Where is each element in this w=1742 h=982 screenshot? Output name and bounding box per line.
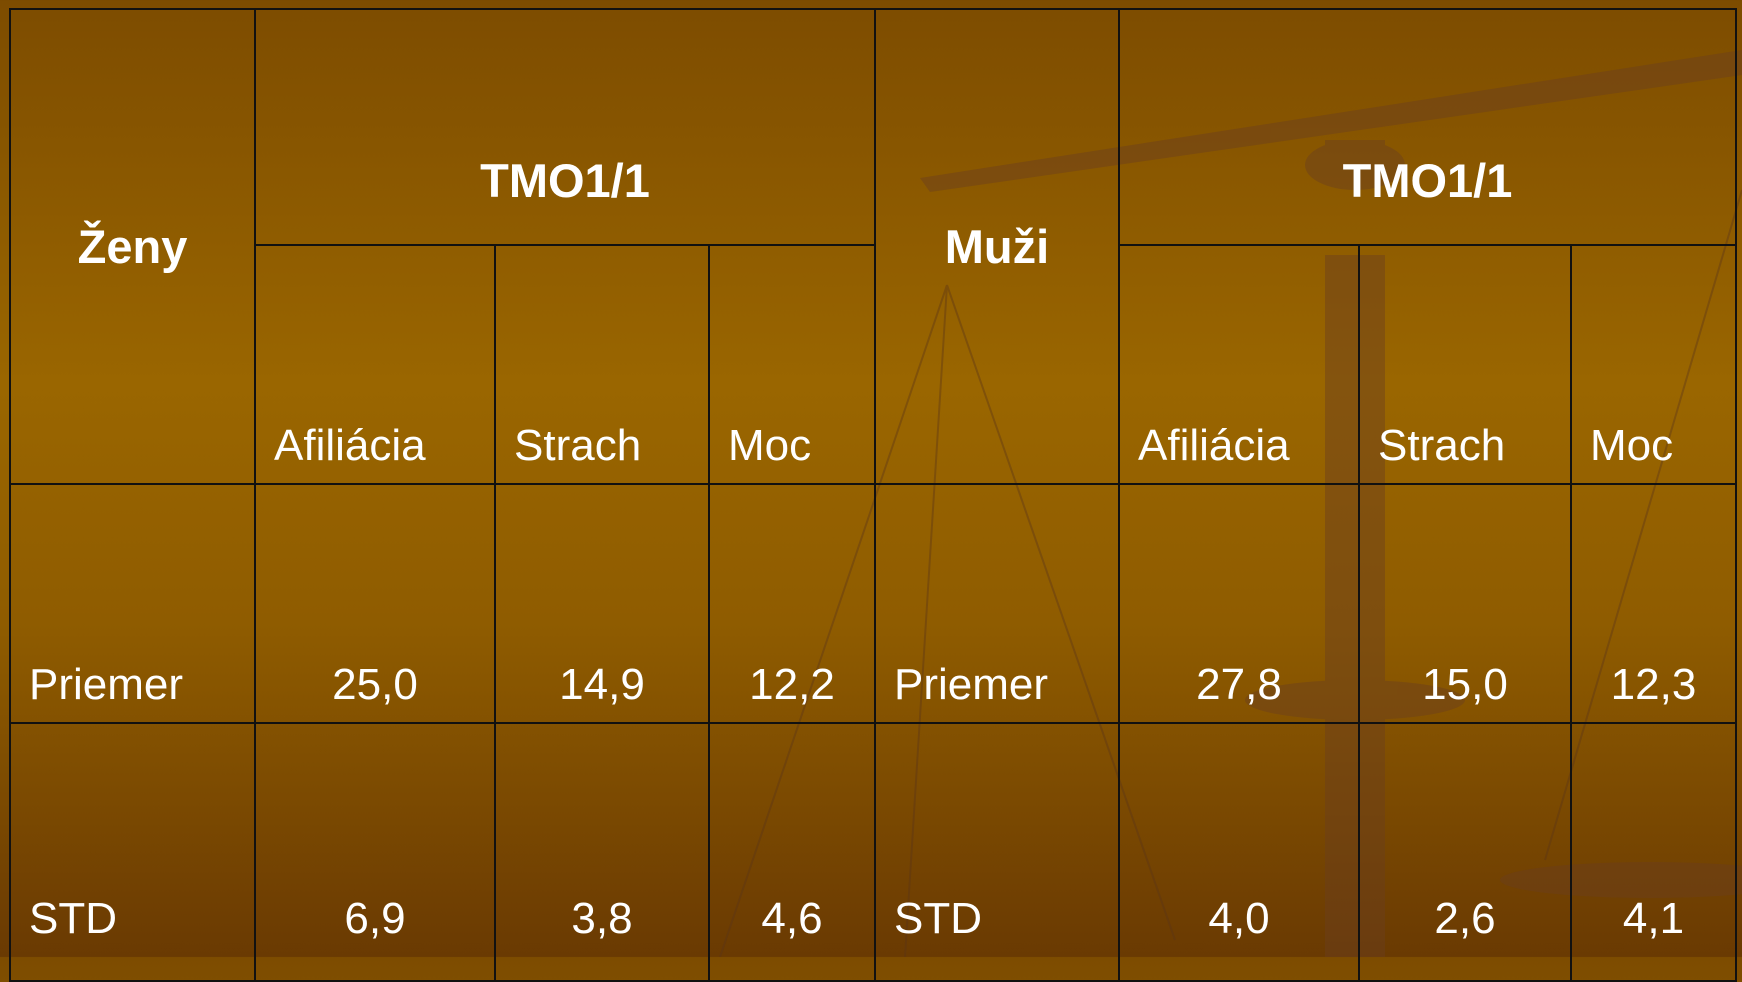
column-header-cell: Strach (494, 244, 710, 485)
value-cell: 25,0 (254, 483, 496, 724)
column-header-cell: Afiliácia (1118, 244, 1360, 485)
value: 6,9 (344, 894, 406, 943)
value: 4,6 (761, 894, 823, 943)
value: 2,6 (1434, 894, 1496, 943)
column-header-cell: Afiliácia (254, 244, 496, 485)
value-cell: 3,8 (494, 722, 710, 982)
group-title: TMO1/1 (480, 154, 650, 207)
group-header-cell: Muži (874, 8, 1120, 485)
column-header: Strach (514, 421, 642, 470)
value: 3,8 (571, 894, 633, 943)
row-label-cell: STD (9, 722, 256, 982)
column-header-cell: Moc (1570, 244, 1737, 485)
group-header: Ženy (77, 220, 188, 273)
group-header-cell: Ženy (9, 8, 256, 485)
row-label: Priemer (29, 660, 184, 709)
value-cell: 2,6 (1358, 722, 1572, 982)
value-cell: 4,6 (708, 722, 876, 982)
row-label-cell: Priemer (9, 483, 256, 724)
column-header-cell: Strach (1358, 244, 1572, 485)
value-cell: 6,9 (254, 722, 496, 982)
value-cell: 12,3 (1570, 483, 1737, 724)
column-header: Afiliácia (274, 421, 426, 470)
value: 4,1 (1622, 894, 1685, 943)
column-header-cell: Moc (708, 244, 876, 485)
column-header: Moc (728, 421, 812, 470)
group-title: TMO1/1 (1342, 154, 1513, 207)
row-label: STD (29, 894, 117, 943)
group-header: Muži (944, 220, 1050, 273)
value: 14,9 (559, 660, 645, 709)
column-header: Moc (1590, 421, 1674, 470)
group-title-cell: TMO1/1 (1118, 8, 1737, 246)
value-cell: 4,1 (1570, 722, 1737, 982)
row-label-cell: STD (874, 722, 1120, 982)
value: 12,2 (749, 660, 835, 709)
row-label: STD (894, 894, 982, 943)
value-cell: 15,0 (1358, 483, 1572, 724)
value: 25,0 (332, 660, 418, 709)
column-header: Afiliácia (1138, 421, 1290, 470)
value: 4,0 (1208, 894, 1270, 943)
value-cell: 12,2 (708, 483, 876, 724)
value: 27,8 (1196, 660, 1282, 709)
value-cell: 27,8 (1118, 483, 1360, 724)
value-cell: 4,0 (1118, 722, 1360, 982)
value-cell: 14,9 (494, 483, 710, 724)
scale-decoration (719, 50, 1742, 957)
value: 15,0 (1422, 660, 1508, 709)
row-label-cell: Priemer (874, 483, 1120, 724)
column-header: Strach (1378, 421, 1506, 470)
value: 12,3 (1610, 660, 1697, 709)
row-label: Priemer (894, 660, 1049, 709)
group-title-cell: TMO1/1 (254, 8, 876, 246)
